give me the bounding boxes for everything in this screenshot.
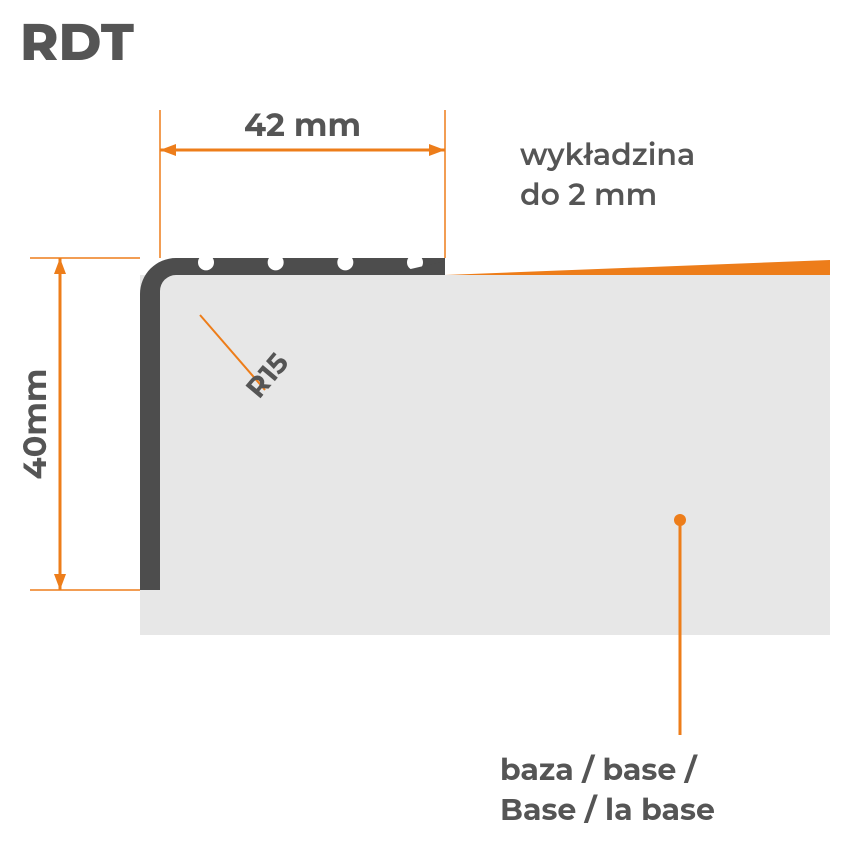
groove [337, 254, 353, 270]
covering-wedge [445, 260, 830, 275]
groove [198, 254, 214, 270]
page-title: RDT [20, 11, 134, 74]
covering-label-line1: wykładzina [520, 136, 695, 173]
dim-width-label: 42 mm [244, 106, 361, 145]
base-leader-dot [674, 514, 686, 526]
base-label-line1: baza / base / [500, 751, 699, 788]
technical-diagram: RDT42 mm40mmR15wykładzinado 2 mmbaza / b… [0, 0, 852, 852]
dim-height-label: 40mm [16, 369, 55, 480]
covering-label-line2: do 2 mm [520, 176, 657, 213]
base-label-line2: Base / la base [500, 791, 715, 828]
groove [268, 254, 284, 270]
base-block [140, 275, 830, 635]
